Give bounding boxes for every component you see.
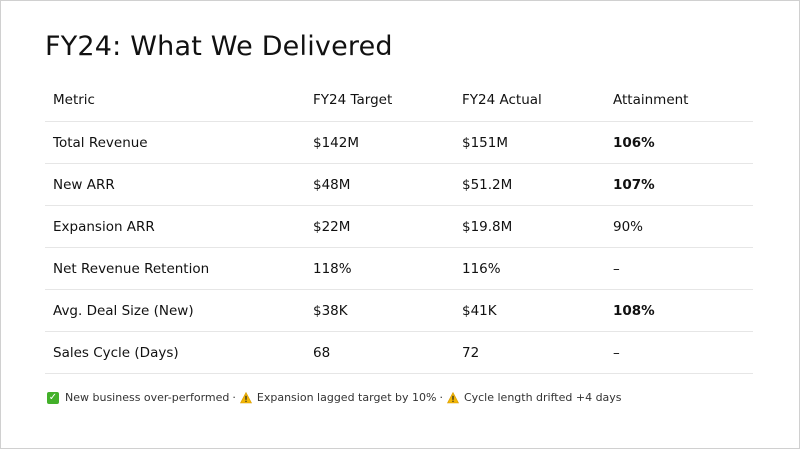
target-cell: 68: [313, 344, 331, 361]
metric-cell: Net Revenue Retention: [53, 260, 210, 277]
table-row: Avg. Deal Size (New) $38K $41K 108%: [45, 290, 753, 332]
actual-cell: $151M: [462, 134, 509, 151]
table-row: Sales Cycle (Days) 68 72 –: [45, 332, 753, 374]
attainment-cell: 107%: [613, 176, 655, 193]
header-attainment: Attainment: [613, 92, 689, 108]
actual-cell: $51.2M: [462, 176, 513, 193]
metric-cell: Expansion ARR: [53, 218, 155, 235]
footnote: ✓ New business over-performed · Expansio…: [47, 391, 622, 404]
actual-cell: $19.8M: [462, 218, 513, 235]
header-actual: FY24 Actual: [462, 92, 542, 108]
table-row: Total Revenue $142M $151M 106%: [45, 122, 753, 164]
check-icon: ✓: [47, 391, 59, 404]
attainment-cell: 90%: [613, 218, 644, 235]
attainment-cell: –: [613, 344, 620, 361]
metric-cell: Total Revenue: [53, 134, 148, 151]
attainment-cell: 108%: [613, 302, 655, 319]
footnote-item-1: New business over-performed: [65, 391, 230, 404]
slide-title: FY24: What We Delivered: [45, 31, 393, 62]
header-metric: Metric: [53, 92, 95, 108]
warning-icon: [446, 391, 459, 404]
table-row: Expansion ARR $22M $19.8M 90%: [45, 206, 753, 248]
metric-cell: New ARR: [53, 176, 115, 193]
attainment-cell: 106%: [613, 134, 655, 151]
target-cell: $48M: [313, 176, 351, 193]
warning-icon: [239, 391, 252, 404]
header-target: FY24 Target: [313, 92, 393, 108]
table-row: Net Revenue Retention 118% 116% –: [45, 248, 753, 290]
footnote-separator: ·: [439, 391, 443, 404]
metric-cell: Sales Cycle (Days): [53, 344, 179, 361]
metrics-table: Metric FY24 Target FY24 Actual Attainmen…: [45, 79, 753, 374]
table-header-row: Metric FY24 Target FY24 Actual Attainmen…: [45, 79, 753, 122]
actual-cell: $41K: [462, 302, 497, 319]
table-row: New ARR $48M $51.2M 107%: [45, 164, 753, 206]
footnote-separator: ·: [232, 391, 236, 404]
footnote-item-3: Cycle length drifted +4 days: [463, 391, 622, 404]
target-cell: $142M: [313, 134, 360, 151]
actual-cell: 116%: [462, 260, 501, 277]
target-cell: 118%: [313, 260, 352, 277]
target-cell: $22M: [313, 218, 351, 235]
footnote-item-2: Expansion lagged target by 10%: [256, 391, 437, 404]
actual-cell: 72: [462, 344, 480, 361]
target-cell: $38K: [313, 302, 348, 319]
attainment-cell: –: [613, 260, 620, 277]
metric-cell: Avg. Deal Size (New): [53, 302, 194, 319]
